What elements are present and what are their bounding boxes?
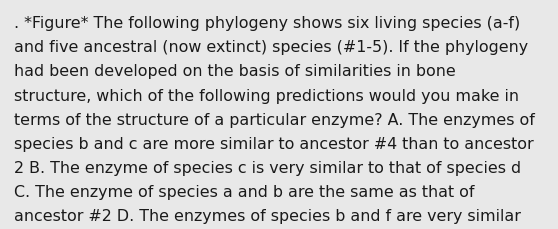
- Text: C. The enzyme of species a and b are the same as that of: C. The enzyme of species a and b are the…: [14, 184, 474, 199]
- Text: and five ancestral (now extinct) species (#1-5). If the phylogeny: and five ancestral (now extinct) species…: [14, 40, 528, 55]
- Text: . *Figure* The following phylogeny shows six living species (a-f): . *Figure* The following phylogeny shows…: [14, 16, 520, 31]
- Text: structure, which of the following predictions would you make in: structure, which of the following predic…: [14, 88, 519, 103]
- Text: 2 B. The enzyme of species c is very similar to that of species d: 2 B. The enzyme of species c is very sim…: [14, 160, 521, 175]
- Text: ancestor #2 D. The enzymes of species b and f are very similar: ancestor #2 D. The enzymes of species b …: [14, 208, 521, 223]
- Text: terms of the structure of a particular enzyme? A. The enzymes of: terms of the structure of a particular e…: [14, 112, 535, 127]
- Text: species b and c are more similar to ancestor #4 than to ancestor: species b and c are more similar to ance…: [14, 136, 533, 151]
- Text: had been developed on the basis of similarities in bone: had been developed on the basis of simil…: [14, 64, 456, 79]
